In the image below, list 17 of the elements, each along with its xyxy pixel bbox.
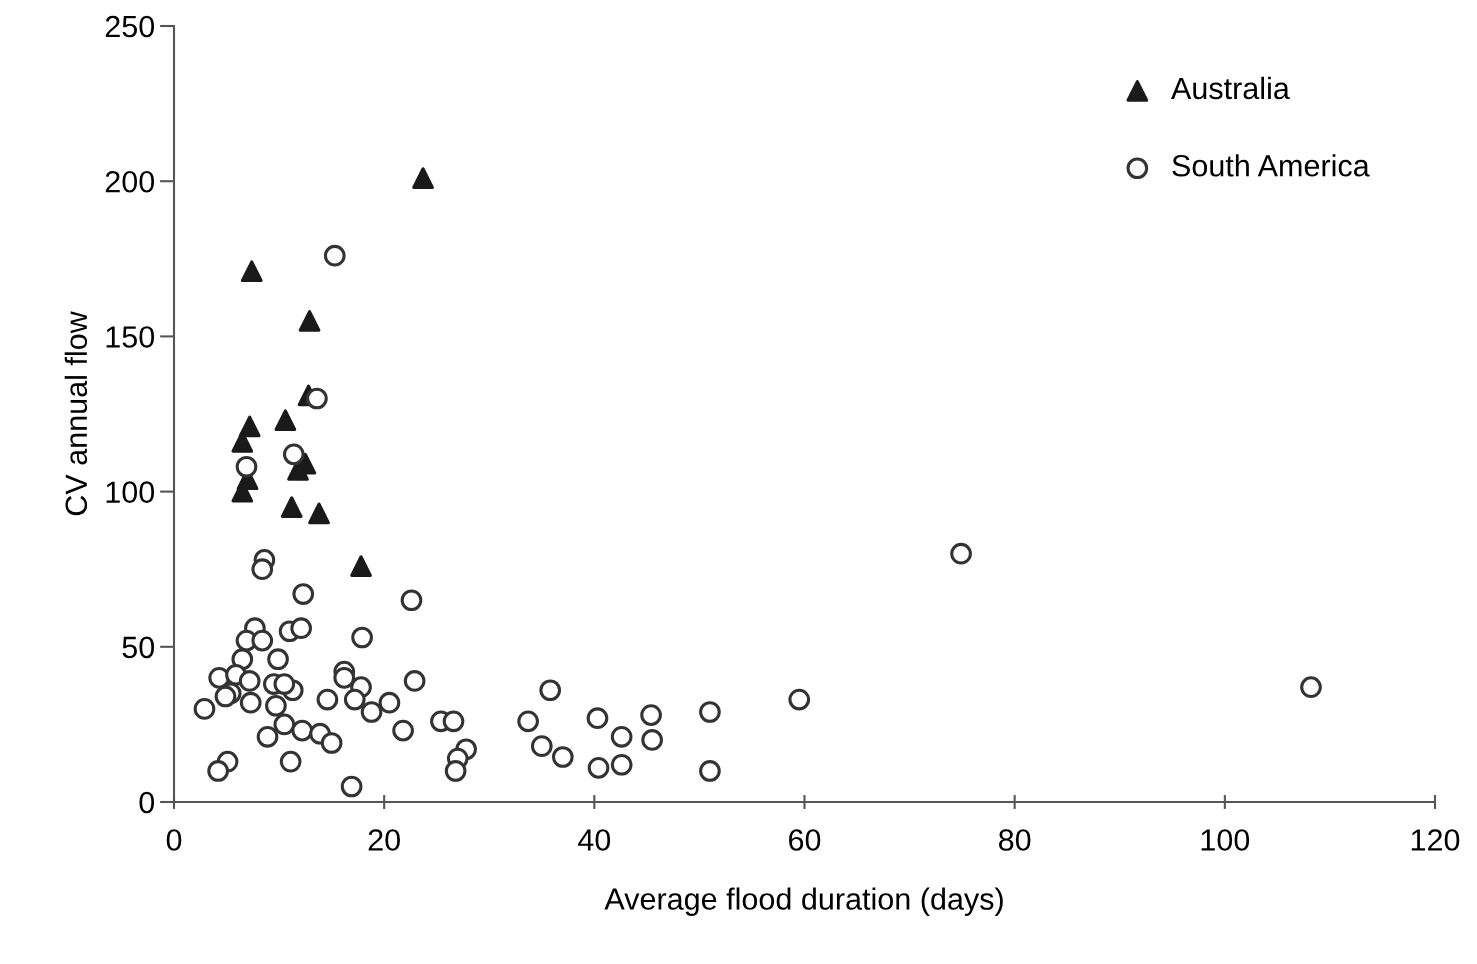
legend-label: Australia xyxy=(1171,76,1290,100)
x-tick-label: 80 xyxy=(999,829,1031,851)
x-tick-label: 120 xyxy=(1411,829,1460,851)
y-tick-label: 250 xyxy=(105,15,155,38)
x-axis-title: Average flood duration (days) xyxy=(604,887,1003,916)
y-axis-title: CV annual flow xyxy=(64,311,88,516)
x-tick-label: 100 xyxy=(1201,829,1250,851)
y-tick-label: 50 xyxy=(122,636,155,659)
y-tick-label: 0 xyxy=(139,791,155,814)
x-tick-label: 20 xyxy=(368,829,400,851)
x-tick-label: 40 xyxy=(578,829,611,851)
x-tick-label: 0 xyxy=(166,829,182,851)
y-tick-label: 200 xyxy=(105,170,155,193)
legend-label: South America xyxy=(1172,154,1370,177)
y-tick-label: 150 xyxy=(106,326,155,348)
x-tick-label: 60 xyxy=(789,829,821,851)
y-tick-label: 100 xyxy=(106,481,155,503)
